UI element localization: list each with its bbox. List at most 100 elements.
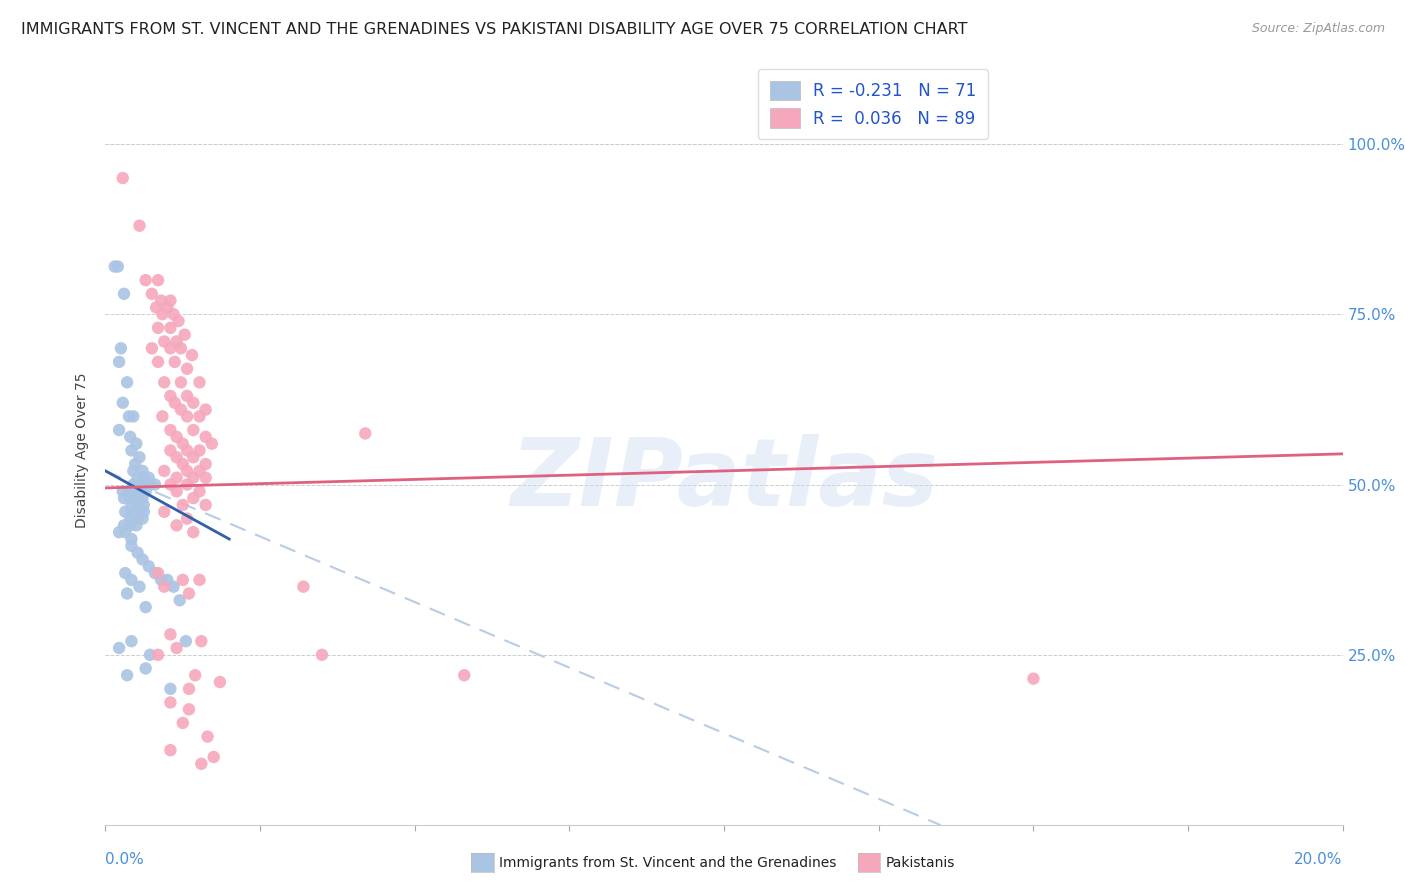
Point [172,573,194,587]
Text: IMMIGRANTS FROM ST. VINCENT AND THE GRENADINES VS PAKISTANI DISABILITY AGE OVER : IMMIGRANTS FROM ST. VINCENT AND THE GREN… [21,22,967,37]
Point [120,443,142,458]
Point [138,559,160,574]
Point [118,409,141,424]
Point [188,376,211,390]
Point [166,518,188,533]
Point [159,627,181,641]
Point [166,484,188,499]
Point [173,327,195,342]
Point [124,457,146,471]
Point [166,471,188,485]
Point [138,471,160,485]
Point [159,321,181,335]
Point [181,525,204,540]
Point [104,260,127,274]
Point [139,648,162,662]
Point [453,668,475,682]
Point [176,511,198,525]
Point [201,436,224,450]
Point [176,361,198,376]
Point [114,505,136,519]
Point [127,505,149,519]
Legend: R = -0.231   N = 71, R =  0.036   N = 89: R = -0.231 N = 71, R = 0.036 N = 89 [758,70,988,139]
Point [162,307,184,321]
Point [153,505,176,519]
Point [131,552,153,566]
Point [111,171,134,186]
Point [153,376,176,390]
Point [153,334,176,349]
Point [120,539,142,553]
Point [181,450,204,465]
Point [181,471,204,485]
Point [143,477,166,491]
Point [108,525,131,540]
Point [172,457,194,471]
Text: Immigrants from St. Vincent and the Grenadines: Immigrants from St. Vincent and the Gren… [499,856,837,871]
Point [172,715,194,730]
Point [112,491,135,505]
Point [125,436,148,450]
Point [190,756,212,771]
Point [181,491,204,505]
Point [159,696,181,710]
Point [120,498,142,512]
Point [208,675,231,690]
Point [115,668,138,682]
Point [146,273,169,287]
Point [124,484,146,499]
Point [202,750,225,764]
Point [162,580,184,594]
Point [128,580,150,594]
Point [141,286,163,301]
Point [170,341,193,355]
Point [143,566,166,580]
Point [197,730,219,744]
Point [114,566,136,580]
Point [120,518,142,533]
Point [120,491,142,505]
Point [153,464,176,478]
Point [159,477,181,491]
Point [131,491,153,505]
Point [174,634,197,648]
Point [176,477,198,491]
Point [108,423,131,437]
Point [190,634,212,648]
Point [188,443,211,458]
Point [292,580,315,594]
Point [172,436,194,450]
Point [159,681,181,696]
Point [141,341,163,355]
Point [184,668,207,682]
Point [150,307,173,321]
Point [166,450,188,465]
Point [170,402,193,417]
Point [166,430,188,444]
Point [132,498,155,512]
Point [118,484,141,499]
Point [159,293,181,308]
Point [176,464,198,478]
Point [166,640,188,655]
Point [111,484,134,499]
Point [354,426,377,441]
Point [172,498,194,512]
Point [159,389,181,403]
Text: ZIPatlas: ZIPatlas [510,434,938,526]
Text: Pakistanis: Pakistanis [886,856,955,871]
Point [163,355,186,369]
Point [176,389,198,403]
Point [176,443,198,458]
Point [110,341,132,355]
Point [115,586,138,600]
Point [125,518,148,533]
Point [156,301,179,315]
Point [156,573,179,587]
Point [194,498,217,512]
Point [146,355,169,369]
Point [120,511,142,525]
Point [107,260,129,274]
Point [170,376,193,390]
Point [135,273,157,287]
